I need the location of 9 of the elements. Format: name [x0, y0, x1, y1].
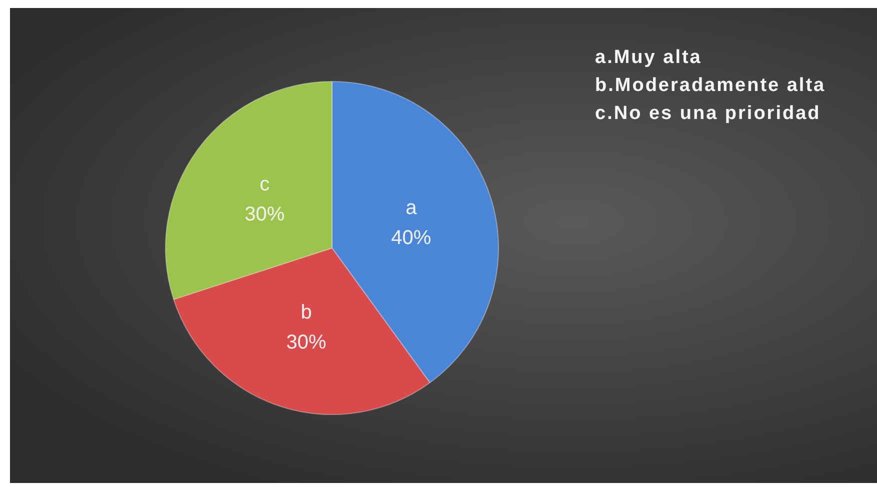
data-label: 30% — [286, 332, 327, 354]
data-label: 40% — [391, 226, 432, 249]
slice-label: b — [300, 302, 312, 324]
slice-label: c — [260, 174, 270, 196]
slice-label: a — [406, 196, 418, 219]
text: c.No es una prioridad — [595, 102, 822, 126]
data-label: 30% — [244, 204, 285, 226]
text: a.Muy alta — [595, 46, 703, 70]
text: b.Moderadamente alta — [595, 74, 826, 98]
